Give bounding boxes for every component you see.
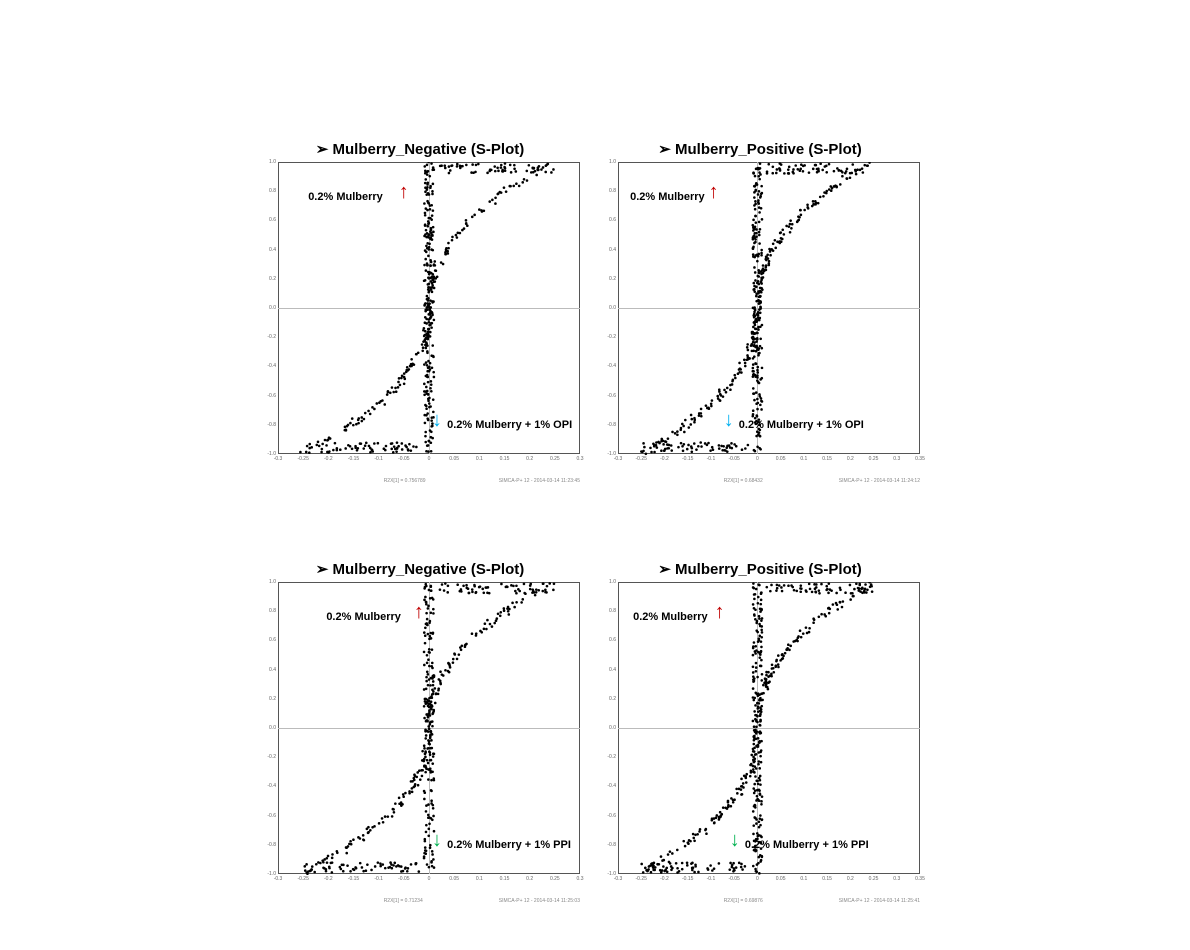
footer-right: SIMCA-P+ 12 - 2014-03-14 11:25:03	[499, 898, 580, 904]
footer-right: SIMCA-P+ 12 - 2014-03-14 11:23:45	[499, 478, 580, 484]
panel-top-left: Mulberry_Negative (S-Plot) -1.0-0.8-0.6-…	[250, 140, 590, 530]
arrow-up-icon: ↑	[709, 182, 719, 202]
panel-bottom-left: Mulberry_Negative (S-Plot) -1.0-0.8-0.6-…	[250, 560, 590, 950]
arrow-down-icon: ↓	[432, 830, 442, 850]
plot-area: -1.0-0.8-0.6-0.4-0.20.00.20.40.60.81.0-0…	[260, 162, 580, 472]
panel-top-right: Mulberry_Positive (S-Plot) -1.0-0.8-0.6-…	[590, 140, 930, 530]
arrow-down-icon: ↓	[724, 410, 734, 430]
arrow-up-icon: ↑	[399, 182, 409, 202]
arrow-up-icon: ↑	[715, 602, 725, 622]
panel-title: Mulberry_Negative (S-Plot)	[250, 140, 590, 158]
footer-left: R2X[1] = 0.71234	[384, 898, 423, 904]
annotation-label: 0.2% Mulberry + 1% OPI	[447, 419, 572, 431]
footer-left: R2X[1] = 0.69876	[724, 898, 763, 904]
annotation-label: 0.2% Mulberry	[630, 191, 705, 203]
arrow-up-icon: ↑	[414, 602, 424, 622]
panel-title: Mulberry_Negative (S-Plot)	[250, 560, 590, 578]
plot-area: -1.0-0.8-0.6-0.4-0.20.00.20.40.60.81.0-0…	[600, 162, 920, 472]
annotation-label: 0.2% Mulberry + 1% PPI	[447, 839, 571, 851]
plot-area: -1.0-0.8-0.6-0.4-0.20.00.20.40.60.81.0-0…	[600, 582, 920, 892]
arrow-down-icon: ↓	[432, 410, 442, 430]
footer-right: SIMCA-P+ 12 - 2014-03-14 11:25:41	[839, 898, 920, 904]
annotation-label: 0.2% Mulberry + 1% OPI	[739, 419, 864, 431]
annotation-label: 0.2% Mulberry	[308, 191, 383, 203]
footer-left: R2X[1] = 0.68432	[724, 478, 763, 484]
footer-left: R2X[1] = 0.756789	[384, 478, 426, 484]
panel-title: Mulberry_Positive (S-Plot)	[590, 140, 930, 158]
annotation-label: 0.2% Mulberry	[633, 611, 708, 623]
figure-grid: Mulberry_Negative (S-Plot) -1.0-0.8-0.6-…	[250, 140, 930, 950]
footer-right: SIMCA-P+ 12 - 2014-03-14 11:24:12	[839, 478, 920, 484]
panel-title: Mulberry_Positive (S-Plot)	[590, 560, 930, 578]
annotation-label: 0.2% Mulberry	[326, 611, 401, 623]
annotation-label: 0.2% Mulberry + 1% PPI	[745, 839, 869, 851]
plot-area: -1.0-0.8-0.6-0.4-0.20.00.20.40.60.81.0-0…	[260, 582, 580, 892]
arrow-down-icon: ↓	[730, 830, 740, 850]
panel-bottom-right: Mulberry_Positive (S-Plot) -1.0-0.8-0.6-…	[590, 560, 930, 950]
